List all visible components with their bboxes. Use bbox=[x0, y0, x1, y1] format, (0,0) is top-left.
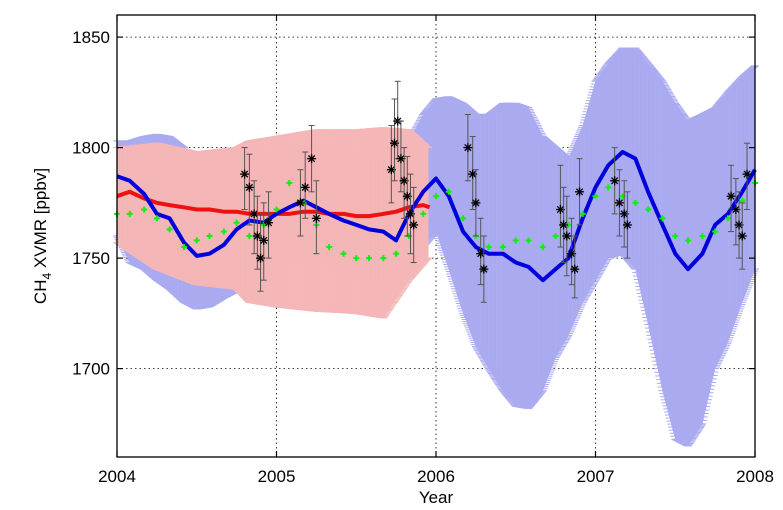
data-point bbox=[260, 236, 268, 245]
y-axis-title-subscript: 4 bbox=[40, 273, 54, 280]
y-tick-label: 1800 bbox=[72, 139, 110, 158]
data-point bbox=[253, 232, 261, 240]
data-point bbox=[394, 117, 402, 125]
y-axis-title-rest: XVMR [ppbv] bbox=[31, 168, 50, 273]
data-point bbox=[240, 170, 249, 178]
data-point bbox=[563, 232, 571, 240]
data-point bbox=[296, 199, 305, 207]
data-point bbox=[245, 183, 253, 191]
y-axis-title: CH4 XVMR [ppbv] bbox=[31, 168, 54, 304]
data-point bbox=[464, 143, 472, 152]
y-tick-label: 1750 bbox=[72, 249, 110, 268]
x-tick-label: 2004 bbox=[98, 467, 136, 486]
y-tick-label: 1700 bbox=[72, 360, 110, 379]
data-point bbox=[623, 221, 632, 229]
data-point bbox=[469, 170, 477, 178]
data-point bbox=[567, 250, 576, 258]
data-point bbox=[615, 199, 624, 207]
data-point bbox=[477, 250, 485, 258]
data-point bbox=[571, 265, 579, 273]
data-point bbox=[480, 265, 488, 273]
data-point bbox=[301, 183, 309, 191]
data-point bbox=[611, 177, 619, 185]
series-line bbox=[116, 150, 757, 283]
data-point bbox=[743, 170, 751, 178]
x-tick-label: 2005 bbox=[258, 467, 296, 486]
data-point bbox=[556, 205, 565, 214]
data-point bbox=[732, 205, 740, 214]
data-point bbox=[403, 192, 411, 200]
data-point bbox=[250, 210, 258, 218]
data-point bbox=[559, 221, 568, 229]
data-point bbox=[738, 232, 746, 240]
data-point bbox=[472, 199, 480, 207]
x-axis-title: Year bbox=[419, 488, 454, 507]
x-tick-label: 2008 bbox=[736, 467, 774, 486]
data-point bbox=[256, 254, 265, 262]
data-point bbox=[735, 221, 743, 229]
y-axis-title-main: CH bbox=[31, 280, 50, 305]
data-point bbox=[307, 155, 316, 163]
plot-area bbox=[113, 47, 759, 447]
data-point bbox=[620, 210, 628, 218]
x-tick-label: 2006 bbox=[417, 467, 455, 486]
data-point bbox=[390, 139, 399, 147]
series-3 bbox=[116, 150, 757, 283]
series-5 bbox=[240, 80, 752, 303]
x-tick-label: 2007 bbox=[577, 467, 615, 486]
y-tick-label: 1850 bbox=[72, 28, 110, 47]
y-axis-title-group: CH4 XVMR [ppbv] bbox=[31, 168, 54, 304]
data-point bbox=[312, 214, 320, 222]
data-point bbox=[575, 188, 584, 196]
axis-ticks: 2004 2005 2006 2007 2008 1700 1750 1800 1850 bbox=[72, 15, 774, 486]
data-point bbox=[387, 166, 395, 174]
data-point bbox=[406, 210, 415, 218]
data-point bbox=[397, 155, 405, 163]
data-point bbox=[400, 177, 408, 185]
data-point bbox=[727, 192, 735, 200]
data-point bbox=[410, 221, 418, 229]
data-point bbox=[264, 219, 273, 227]
